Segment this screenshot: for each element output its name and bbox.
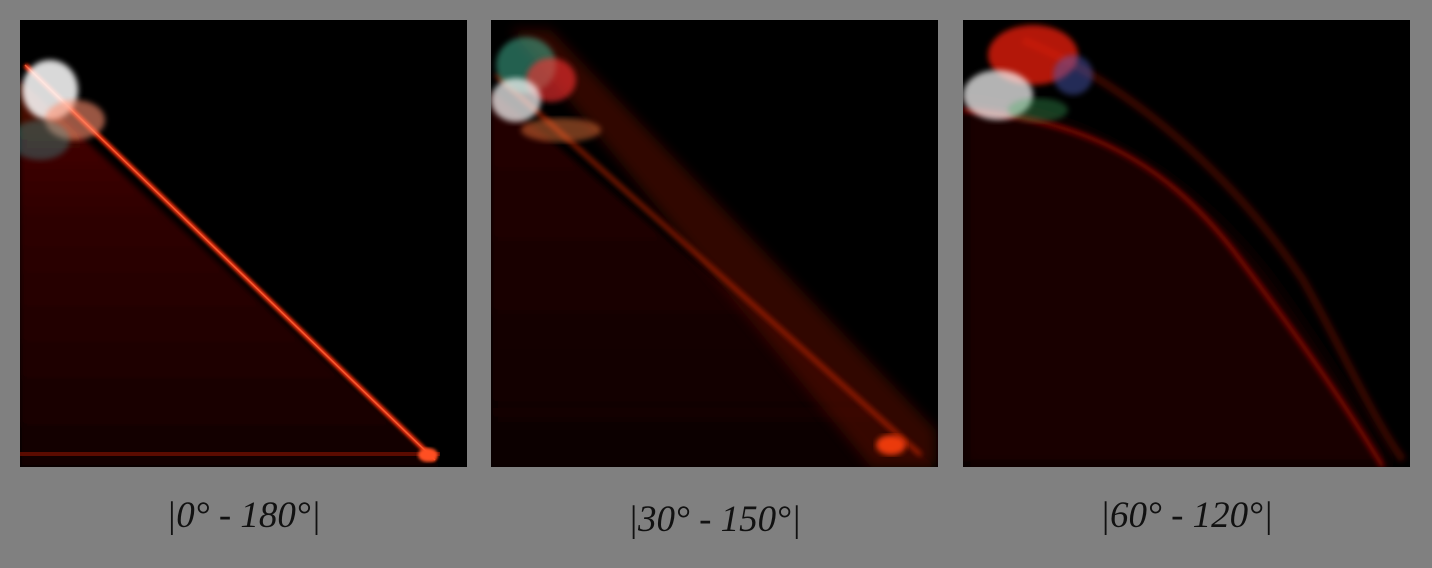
density-plot-60-120 (963, 25, 1407, 467)
caption-30-150: |30° - 150°| (627, 499, 802, 540)
density-plot-0-180 (20, 60, 440, 467)
density-image-0-180 (20, 20, 467, 467)
caption-60-120: |60° - 120°| (1099, 495, 1274, 536)
density-image-60-120 (963, 20, 1410, 467)
caption-0-180: |0° - 180°| (166, 495, 321, 536)
density-plot-30-150 (491, 30, 936, 467)
density-image-30-150 (491, 20, 938, 467)
